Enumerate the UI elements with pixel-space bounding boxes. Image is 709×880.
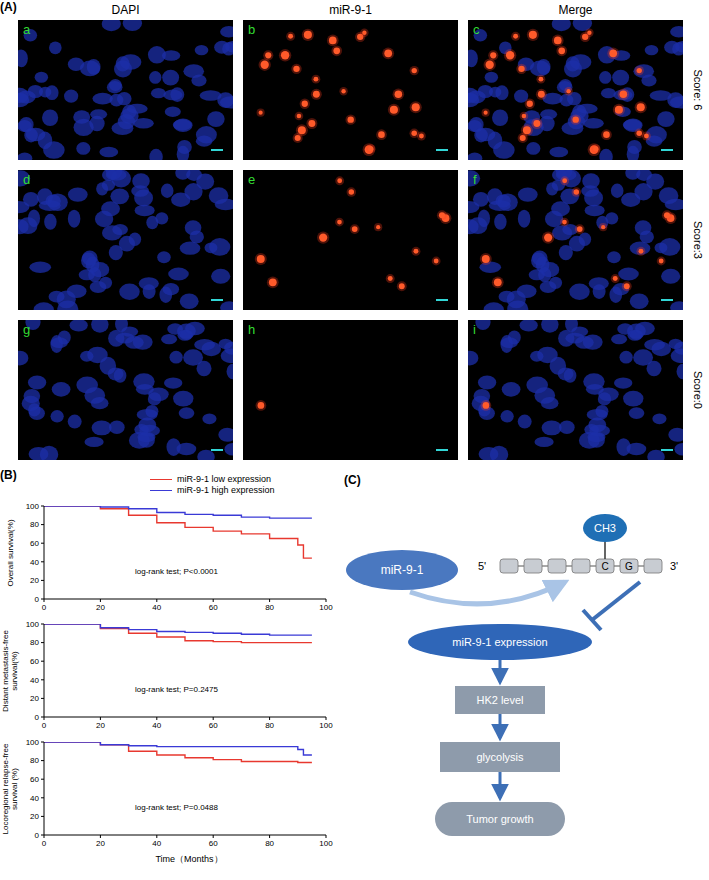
svg-text:Tumor growth: Tumor growth <box>466 813 533 825</box>
svg-text:80: 80 <box>30 638 39 647</box>
html-text:Distant metastasis-free surviv: Distant metastasis-free survival(%) <box>0 629 18 712</box>
svg-text:miR-9-1: miR-9-1 <box>381 563 424 577</box>
svg-text:20: 20 <box>96 839 105 848</box>
html-text:miR-9-1: miR-9-1 <box>329 3 372 17</box>
svg-text:g: g <box>23 322 30 337</box>
svg-text:80: 80 <box>30 756 39 765</box>
html-text:Score:0: Score:0 <box>692 371 704 409</box>
svg-text:100: 100 <box>26 502 40 511</box>
svg-text:(C): (C) <box>344 473 361 487</box>
svg-text:20: 20 <box>30 694 39 703</box>
html-text:(B): (B) <box>0 468 17 482</box>
svg-text:80: 80 <box>30 520 39 529</box>
svg-text:CH3: CH3 <box>594 522 616 534</box>
svg-text:100: 100 <box>319 721 333 730</box>
svg-text:60: 60 <box>209 603 218 612</box>
svg-text:0: 0 <box>42 721 47 730</box>
svg-text:h: h <box>248 322 255 337</box>
html-text:Locoregional relapse-free surv: Locoregional relapse-free survival (%) <box>0 743 18 834</box>
html-text:DAPI: DAPI <box>111 3 140 17</box>
svg-text:40: 40 <box>30 558 39 567</box>
svg-text:80: 80 <box>265 839 274 848</box>
svg-text:miR-9-1 expression: miR-9-1 expression <box>452 636 547 648</box>
svg-text:40: 40 <box>30 676 39 685</box>
svg-text:0: 0 <box>35 713 40 722</box>
svg-text:100: 100 <box>319 603 333 612</box>
svg-text:d: d <box>23 172 30 187</box>
html-text:miR-9-1 high expression: miR-9-1 high expression <box>177 485 275 495</box>
svg-text:f: f <box>473 172 477 187</box>
svg-text:40: 40 <box>30 794 39 803</box>
svg-text:100: 100 <box>319 839 333 848</box>
html-text:log-rank test; P=0.2475: log-rank test; P=0.2475 <box>135 685 218 694</box>
svg-text:i: i <box>473 322 476 337</box>
svg-text:HK2 level: HK2 level <box>476 694 523 706</box>
svg-text:glycolysis: glycolysis <box>476 751 524 763</box>
svg-text:20: 20 <box>30 576 39 585</box>
svg-text:80: 80 <box>265 603 274 612</box>
svg-text:60: 60 <box>30 657 39 666</box>
svg-text:a: a <box>23 22 31 37</box>
html-text:Merge: Merge <box>558 3 593 17</box>
svg-text:e: e <box>248 172 255 187</box>
svg-text:0: 0 <box>35 595 40 604</box>
html-text:log-rank test; P<0.0001: log-rank test; P<0.0001 <box>135 567 218 576</box>
svg-text:100: 100 <box>26 738 40 747</box>
html-text:Overall survival(%): Overall survival(%) <box>4 518 14 587</box>
html-text:Score:3: Score:3 <box>692 221 704 259</box>
html-text:Score: 6: Score: 6 <box>692 69 704 111</box>
svg-text:20: 20 <box>96 721 105 730</box>
html-text:miR-9-1 low expression: miR-9-1 low expression <box>177 474 271 484</box>
svg-text:0: 0 <box>35 831 40 840</box>
svg-text:60: 60 <box>30 775 39 784</box>
svg-text:5': 5' <box>478 560 486 572</box>
svg-text:b: b <box>248 22 255 37</box>
svg-text:40: 40 <box>152 839 161 848</box>
svg-text:c: c <box>473 22 480 37</box>
svg-text:20: 20 <box>30 812 39 821</box>
svg-text:40: 40 <box>152 721 161 730</box>
svg-text:0: 0 <box>42 603 47 612</box>
svg-text:3': 3' <box>670 560 678 572</box>
svg-text:60: 60 <box>30 539 39 548</box>
svg-text:G: G <box>625 561 633 572</box>
svg-text:C: C <box>601 561 608 572</box>
svg-text:60: 60 <box>209 839 218 848</box>
html-text:Time（Months）: Time（Months） <box>155 854 223 864</box>
svg-text:60: 60 <box>209 721 218 730</box>
svg-text:80: 80 <box>265 721 274 730</box>
svg-text:0: 0 <box>42 839 47 848</box>
html-text:(A): (A) <box>0 0 17 14</box>
svg-text:100: 100 <box>26 620 40 629</box>
html-text:log-rank test; P=0.0488: log-rank test; P=0.0488 <box>135 803 218 812</box>
svg-text:40: 40 <box>152 603 161 612</box>
svg-text:20: 20 <box>96 603 105 612</box>
